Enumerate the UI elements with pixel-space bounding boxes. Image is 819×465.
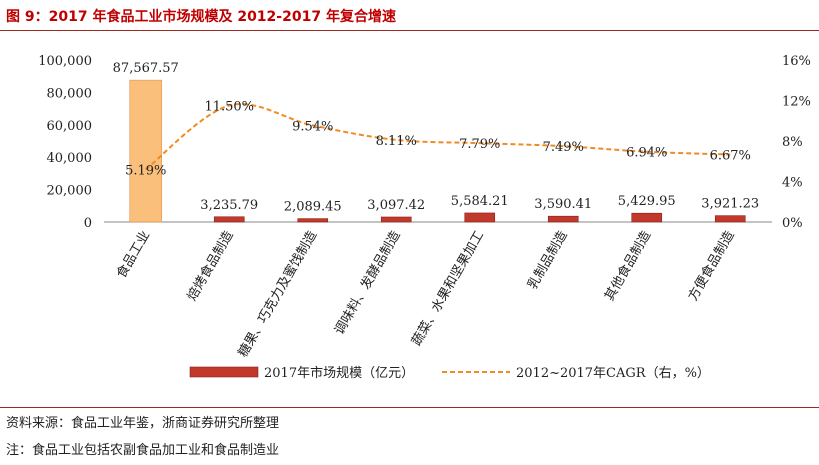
y-left-tick-label: 40,000: [47, 151, 93, 166]
legend-swatch-bar: [189, 366, 259, 378]
y-right-tick-label: 16%: [782, 54, 811, 69]
footnote: 注：食品工业包括农副食品加工业和食品制造业: [6, 443, 280, 458]
cagr-point-label: 9.54%: [292, 119, 333, 134]
source-note: 资料来源：食品工业年鉴，浙商证券研究所整理: [6, 416, 280, 431]
y-right-tick-label: 4%: [782, 176, 803, 191]
bar-value-label: 5,429.95: [618, 194, 676, 209]
bar: [297, 218, 329, 223]
page-title: 图 9：2017 年食品工业市场规模及 2012-2017 年复合增速: [6, 9, 396, 25]
bar-value-label: 2,089.45: [284, 200, 342, 215]
x-category-label: 其他食品制造: [601, 228, 654, 304]
bar: [213, 216, 245, 223]
legend-label-bar: 2017年市场规模（亿元）: [264, 365, 414, 381]
cagr-point-label: 7.49%: [543, 140, 584, 155]
x-category-label: 方便食品制造: [685, 228, 738, 304]
bar: [380, 216, 412, 223]
x-category-label: 蔬菜、水果和坚果加工: [409, 229, 487, 349]
bar-value-label: 3,590.41: [534, 197, 592, 212]
x-category-label: 食品工业: [113, 228, 153, 281]
bar-value-label: 3,921.23: [701, 197, 759, 212]
bar-value-label: 5,584.21: [451, 194, 509, 209]
cagr-line: [145, 103, 731, 171]
y-right-tick-label: 12%: [782, 95, 811, 110]
cagr-point-label: 6.67%: [710, 148, 751, 163]
x-category-label: 糖果、巧克力及蜜饯制造: [235, 228, 320, 360]
cagr-point-label: 11.50%: [204, 100, 254, 115]
cagr-point-label: 5.19%: [125, 163, 166, 178]
bar: [547, 215, 579, 223]
y-left-tick-label: 60,000: [47, 119, 93, 134]
y-left-tick-label: 80,000: [47, 86, 93, 101]
legend: 2017年市场规模（亿元） 2012~2017年CAGR（右，%）: [189, 365, 710, 381]
y-left-tick-label: 0: [84, 216, 92, 231]
bar: [129, 79, 163, 223]
y-left-tick-label: 20,000: [47, 184, 93, 199]
cagr-point-label: 8.11%: [376, 134, 417, 149]
bar: [464, 212, 496, 223]
bar: [631, 212, 663, 223]
y-left-tick-label: 100,000: [38, 54, 92, 69]
cagr-point-label: 6.94%: [626, 146, 667, 161]
bar-series: 87,567.57 3,235.79 2,089.45 3,097.42 5,584.2…: [113, 61, 759, 223]
cagr-point-label: 7.79%: [459, 137, 500, 152]
footer-divider: [0, 407, 819, 408]
x-category-label: 乳制品制造: [525, 229, 570, 293]
bar-value-label: 3,235.79: [200, 198, 258, 213]
legend-label-line: 2012~2017年CAGR（右，%）: [516, 366, 710, 381]
y-right-tick-label: 0%: [782, 216, 803, 231]
x-category-label: 调味料、发酵品制造: [331, 228, 403, 337]
cagr-line-series: 5.19% 11.50% 9.54% 8.11% 7.79% 7.49% 6.94% 6.67…: [125, 100, 751, 179]
bar-value-label: 3,097.42: [367, 198, 425, 213]
title-divider: [0, 30, 819, 31]
x-category-label: 焙烤食品制造: [184, 228, 237, 304]
bar-value-label: 87,567.57: [113, 61, 179, 76]
y-right-tick-label: 8%: [782, 135, 803, 150]
bar: [714, 215, 746, 223]
